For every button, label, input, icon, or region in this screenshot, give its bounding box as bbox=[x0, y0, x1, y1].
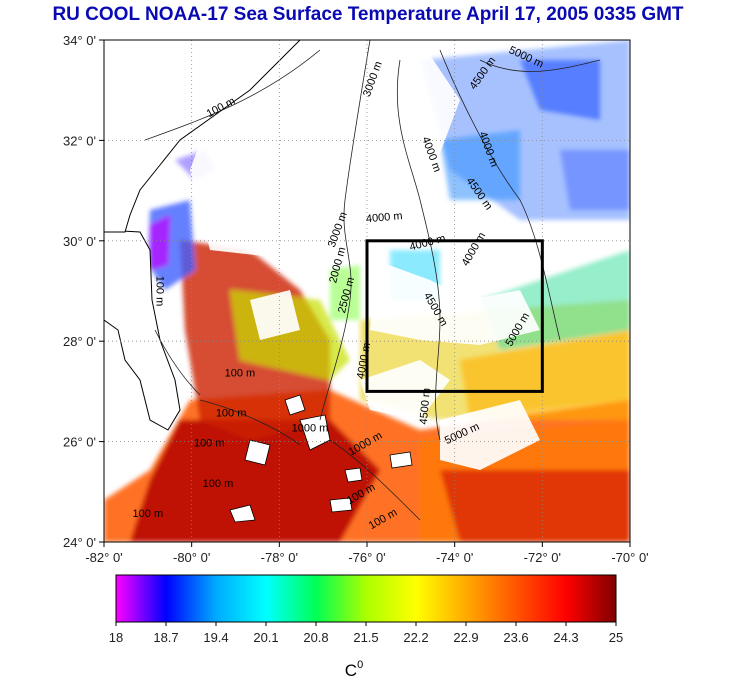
contour-label: 100 m bbox=[225, 367, 256, 379]
lon-tick-label: -80° 0' bbox=[173, 550, 210, 565]
lon-tick-label: -82° 0' bbox=[85, 550, 122, 565]
colorbar-tick-label: 20.1 bbox=[253, 630, 278, 645]
colorbar-tick-label: 18.7 bbox=[153, 630, 178, 645]
contour-label: 100 m bbox=[194, 438, 225, 450]
lon-tick-label: -76° 0' bbox=[348, 550, 385, 565]
bathymetry-contours bbox=[144, 40, 601, 521]
colorbar-tick-label: 24.3 bbox=[553, 630, 578, 645]
latitude-axis: 24° 0' 26° 0' 28° 0' 30° 0' 32° 0' 34° 0' bbox=[63, 33, 104, 550]
contour-label: 4000 m bbox=[365, 210, 403, 225]
lat-tick-label: 26° 0' bbox=[63, 435, 96, 450]
colorbar-tick-label: 19.4 bbox=[203, 630, 228, 645]
colorbar-tick-label: 25 bbox=[609, 630, 623, 645]
colorbar-tick-label: 20.8 bbox=[303, 630, 328, 645]
lon-tick-label: -72° 0' bbox=[524, 550, 561, 565]
contour-label: 100 m bbox=[154, 276, 166, 307]
contour-label: 4500 m bbox=[418, 387, 433, 425]
lat-tick-label: 34° 0' bbox=[63, 33, 96, 48]
contour-label: 100 m bbox=[133, 508, 164, 520]
lat-tick-label: 24° 0' bbox=[63, 535, 96, 550]
colorbar-tick-label: 22.9 bbox=[453, 630, 478, 645]
study-area-box bbox=[365, 239, 544, 393]
florida-land bbox=[104, 229, 181, 431]
colorbar-unit-label: C0 bbox=[345, 659, 363, 680]
southeast-coast-land bbox=[104, 40, 301, 233]
lon-tick-label: -70° 0' bbox=[611, 550, 648, 565]
lat-tick-label: 28° 0' bbox=[63, 334, 96, 349]
map-title: RU COOL NOAA-17 Sea Surface Temperature … bbox=[52, 4, 684, 25]
colorbar-tick-label: 23.6 bbox=[503, 630, 528, 645]
colorbar bbox=[115, 574, 617, 623]
cloud-mask bbox=[190, 40, 540, 470]
lon-tick-label: -78° 0' bbox=[261, 550, 298, 565]
colorbar-ticks: 18 18.7 19.4 20.1 20.8 21.5 22.2 22.9 23.6 24.3 25 bbox=[109, 622, 623, 645]
lat-tick-label: 32° 0' bbox=[63, 133, 96, 148]
colorbar-tick-label: 22.2 bbox=[403, 630, 428, 645]
longitude-axis: -82° 0' -80° 0' -78° 0' -76° 0' -74° 0' -72° … bbox=[85, 542, 649, 565]
contour-label: 100 m bbox=[216, 408, 247, 420]
lat-tick-label: 30° 0' bbox=[63, 234, 96, 249]
contour-label: 1000 m bbox=[292, 423, 329, 435]
contour-label: 100 m bbox=[203, 478, 234, 490]
colorbar-tick-label: 18 bbox=[109, 630, 123, 645]
colorbar-tick-label: 21.5 bbox=[353, 630, 378, 645]
lon-tick-label: -74° 0' bbox=[436, 550, 473, 565]
